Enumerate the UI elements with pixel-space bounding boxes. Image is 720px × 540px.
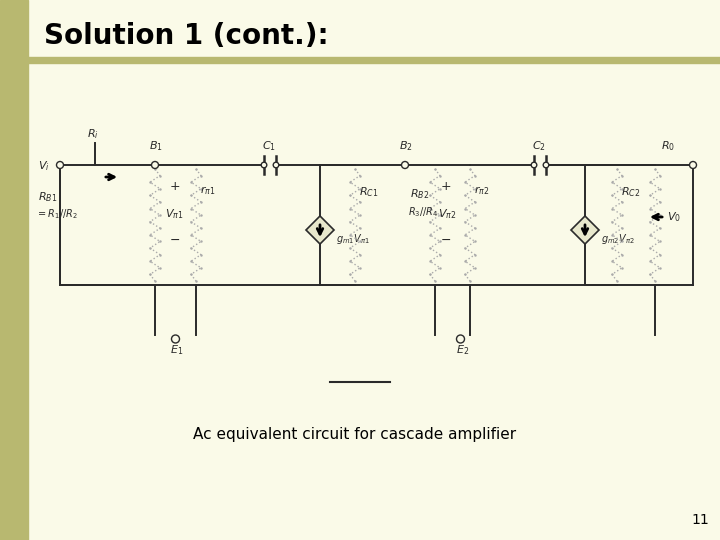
Text: 11: 11 bbox=[691, 513, 709, 527]
Circle shape bbox=[690, 161, 696, 168]
Text: $B_1$: $B_1$ bbox=[149, 139, 163, 153]
Text: $R_{C2}$: $R_{C2}$ bbox=[621, 185, 640, 199]
Circle shape bbox=[261, 162, 267, 168]
Text: $C_2$: $C_2$ bbox=[532, 139, 546, 153]
Circle shape bbox=[531, 162, 537, 168]
Text: $V_{\pi 1}$: $V_{\pi 1}$ bbox=[165, 207, 184, 221]
Text: Solution 1 (cont.):: Solution 1 (cont.): bbox=[44, 22, 328, 50]
Circle shape bbox=[273, 162, 279, 168]
Text: $R_i$: $R_i$ bbox=[87, 127, 99, 141]
Text: $B_2$: $B_2$ bbox=[399, 139, 413, 153]
Bar bbox=[28, 57, 720, 63]
Circle shape bbox=[171, 335, 179, 343]
Circle shape bbox=[56, 161, 63, 168]
Text: $R_{B2}$: $R_{B2}$ bbox=[410, 187, 429, 201]
Text: Ac equivalent circuit for cascade amplifier: Ac equivalent circuit for cascade amplif… bbox=[194, 428, 516, 442]
Text: $-$: $-$ bbox=[440, 233, 451, 246]
Circle shape bbox=[402, 161, 408, 168]
Text: $E_2$: $E_2$ bbox=[456, 343, 469, 357]
Bar bbox=[0, 0, 28, 540]
Text: $g_{m2}V_{\pi 2}$: $g_{m2}V_{\pi 2}$ bbox=[601, 232, 635, 246]
Polygon shape bbox=[571, 216, 599, 244]
Text: $R_0$: $R_0$ bbox=[661, 139, 675, 153]
Text: $R_{C1}$: $R_{C1}$ bbox=[359, 185, 379, 199]
Text: $+$: $+$ bbox=[169, 180, 180, 193]
Circle shape bbox=[543, 162, 549, 168]
Text: $r_{\pi 2}$: $r_{\pi 2}$ bbox=[474, 184, 490, 197]
Text: $g_{m1}V_{\pi 1}$: $g_{m1}V_{\pi 1}$ bbox=[336, 232, 370, 246]
Text: $+$: $+$ bbox=[440, 180, 451, 193]
Text: $-$: $-$ bbox=[169, 233, 180, 246]
Text: $V_{\pi 2}$: $V_{\pi 2}$ bbox=[438, 207, 456, 221]
Text: $= R_1 // R_2$: $= R_1 // R_2$ bbox=[36, 207, 78, 221]
Text: $R_3 // R_4$: $R_3 // R_4$ bbox=[408, 205, 438, 219]
Text: $V_0$: $V_0$ bbox=[667, 210, 681, 224]
Text: $C_1$: $C_1$ bbox=[262, 139, 276, 153]
Text: $r_{\pi 1}$: $r_{\pi 1}$ bbox=[200, 184, 215, 197]
Text: $R_{B1}$: $R_{B1}$ bbox=[38, 190, 58, 204]
Circle shape bbox=[456, 335, 464, 343]
Text: $V_i$: $V_i$ bbox=[38, 159, 50, 173]
Polygon shape bbox=[306, 216, 334, 244]
Circle shape bbox=[151, 161, 158, 168]
Text: $E_1$: $E_1$ bbox=[171, 343, 184, 357]
